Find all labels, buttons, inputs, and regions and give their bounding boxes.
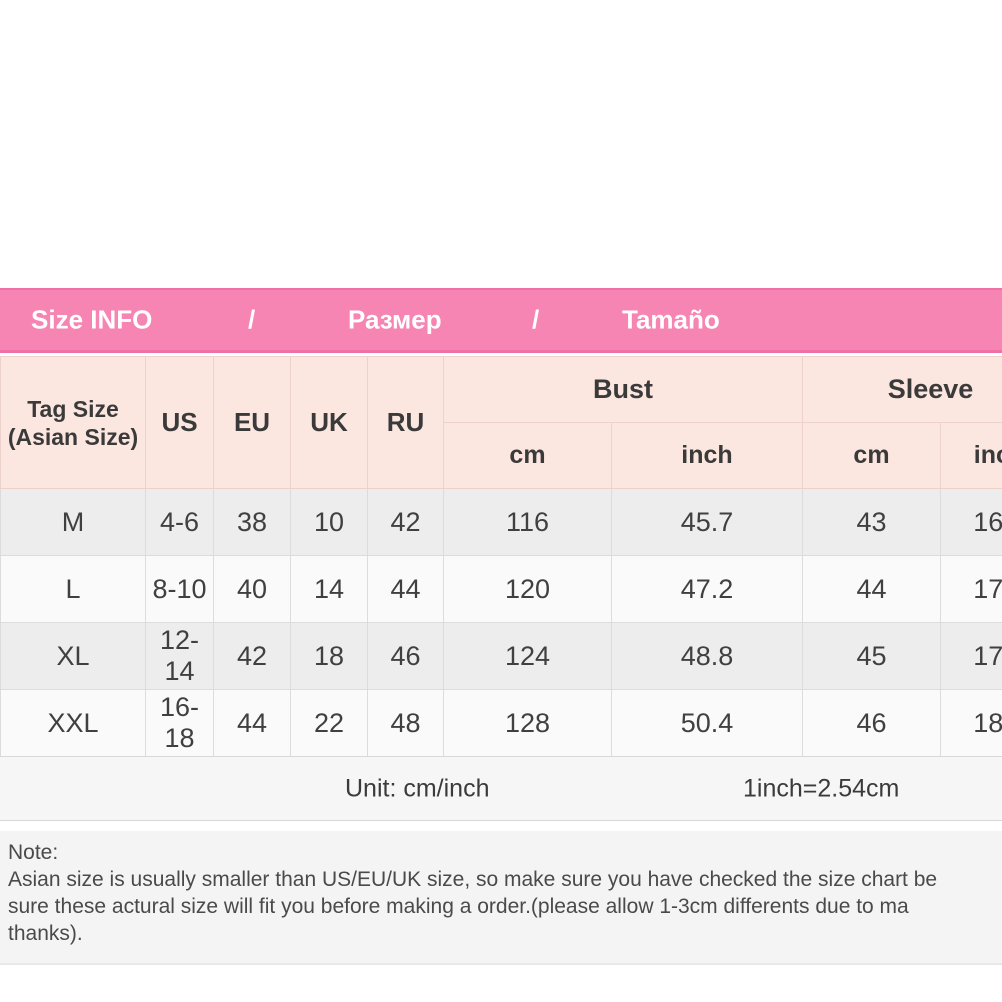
size-cell: 42 (367, 488, 444, 556)
size-row-xl: XL 12-14 42 18 46 124 48.8 45 17.7 (0, 622, 1002, 690)
ru-header: RU (367, 356, 444, 489)
header-row-units: cm inch cm inch (1, 422, 1002, 489)
us-header: US (145, 356, 214, 489)
size-cell: 18.1 (939, 689, 1002, 757)
tag-size-header: Tag Size (Asian Size) (0, 356, 146, 489)
size-cell: XXL (0, 689, 146, 757)
size-cell: 46 (367, 622, 444, 690)
size-row-xxl: XXL 16-18 44 22 48 128 50.4 46 18.1 (0, 689, 1002, 757)
size-cell: 43 (802, 488, 941, 556)
note-line: sure these actural size will fit you bef… (8, 895, 909, 918)
size-cell: 45.7 (611, 488, 803, 556)
note-line: thanks). (8, 922, 83, 945)
size-cell: 17.7 (939, 622, 1002, 690)
note-line: Asian size is usually smaller than US/EU… (8, 868, 938, 891)
uk-header: UK (290, 356, 368, 489)
size-cell: 116 (443, 488, 612, 556)
size-cell: XL (0, 622, 146, 690)
size-cell: 124 (443, 622, 612, 690)
sleeve-inch-header: inch (939, 422, 1002, 489)
size-cell: 44 (213, 689, 291, 757)
size-cell: 40 (213, 555, 291, 623)
size-cell: 50.4 (611, 689, 803, 757)
size-cell: M (0, 488, 146, 556)
eu-header: EU (213, 356, 291, 489)
size-cell: 14 (290, 555, 368, 623)
size-cell: 46 (802, 689, 941, 757)
size-cell: 48 (367, 689, 444, 757)
unit-label: Unit: cm/inch (345, 774, 490, 802)
size-cell: 44 (367, 555, 444, 623)
tamano-label: Tamaño (622, 304, 720, 335)
size-cell: 42 (213, 622, 291, 690)
size-table: Tag Size (Asian Size) US EU UK RU Bust S… (0, 356, 1002, 757)
sleeve-header: Sleeve (801, 356, 1002, 423)
size-cell: 10 (290, 488, 368, 556)
size-cell: 45 (802, 622, 941, 690)
size-cell: 12-14 (145, 622, 214, 690)
size-cell: 38 (213, 488, 291, 556)
size-cell: 128 (443, 689, 612, 757)
size-cell: 8-10 (145, 555, 214, 623)
unit-row: Unit: cm/inch 1inch=2.54cm (0, 756, 1002, 821)
size-cell: 22 (290, 689, 368, 757)
size-info-banner: Size INFO / Размер / Tamaño (0, 288, 1002, 353)
size-info-label: Size INFO (31, 304, 153, 335)
size-cell: 4-6 (145, 488, 214, 556)
bust-cm-header: cm (443, 422, 612, 489)
size-cell: 17.3 (939, 555, 1002, 623)
tag-size-line2: (Asian Size) (7, 423, 139, 450)
separator-slash-2: / (532, 304, 540, 335)
size-cell: 16-18 (145, 689, 214, 757)
size-cell: 48.8 (611, 622, 803, 690)
size-cell: 16.9 (939, 488, 1002, 556)
size-cell: L (0, 555, 146, 623)
note-label: Note: (8, 841, 59, 864)
bust-header: Bust (443, 356, 803, 423)
size-cell: 44 (802, 555, 941, 623)
separator-slash-1: / (248, 304, 256, 335)
size-cell: 18 (290, 622, 368, 690)
tag-size-line1: Tag Size (27, 395, 119, 422)
header-row-groups: Tag Size (Asian Size) US EU UK RU Bust S… (0, 356, 1002, 489)
note-section: Note: Asian size is usually smaller than… (0, 831, 1002, 965)
size-row-l: L 8-10 40 14 44 120 47.2 44 17.3 (0, 555, 1002, 623)
bust-inch-header: inch (611, 422, 803, 489)
sleeve-cm-header: cm (802, 422, 941, 489)
conversion-label: 1inch=2.54cm (743, 774, 900, 802)
size-cell: 120 (443, 555, 612, 623)
razmer-label: Размер (348, 304, 442, 335)
size-row-m: M 4-6 38 10 42 116 45.7 43 16.9 (0, 488, 1002, 556)
size-cell: 47.2 (611, 555, 803, 623)
